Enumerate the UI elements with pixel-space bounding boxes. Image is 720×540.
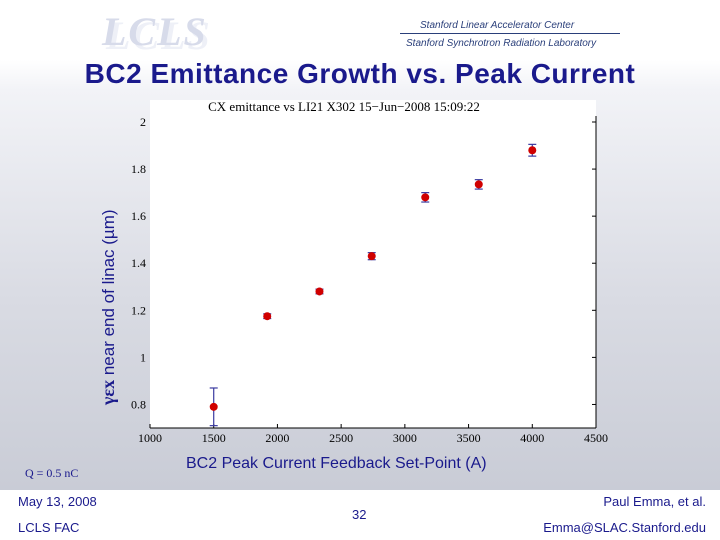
data-marker bbox=[474, 180, 483, 189]
chart-axes: 1000 1500 2000 2500 3000 3500 4000 4500 0.8 1 1.2 1… bbox=[131, 115, 608, 445]
x-tick-label: 3000 bbox=[393, 431, 417, 445]
data-marker bbox=[421, 193, 430, 202]
data-marker bbox=[263, 312, 272, 321]
org-line-1: Stanford Linear Accelerator Center bbox=[420, 20, 575, 31]
page-number: 32 bbox=[352, 507, 367, 522]
y-tick-label: 1.6 bbox=[131, 209, 146, 223]
data-marker bbox=[315, 287, 324, 296]
data-point bbox=[263, 312, 272, 321]
x-tick-label: 3500 bbox=[457, 431, 481, 445]
org-line-2: Stanford Synchrotron Radiation Laborator… bbox=[406, 38, 597, 49]
data-point bbox=[421, 192, 430, 203]
chart-marks bbox=[209, 143, 537, 427]
footer-date: May 13, 2008 bbox=[18, 494, 97, 509]
y-tick-label: 1.8 bbox=[131, 162, 146, 176]
data-marker bbox=[528, 146, 537, 155]
x-tick-label: 1000 bbox=[138, 431, 162, 445]
y-axis-label: γεx near end of linac (µm) bbox=[98, 105, 119, 405]
y-axis-text: near end of linac (µm) bbox=[99, 209, 118, 380]
logo-shadow: LCLS bbox=[106, 13, 212, 58]
data-marker bbox=[367, 252, 376, 261]
y-tick-label: 1.4 bbox=[131, 256, 146, 270]
footer-author: Paul Emma, et al. bbox=[603, 494, 706, 509]
x-tick-label: 1500 bbox=[202, 431, 226, 445]
charge-note: Q = 0.5 nC bbox=[25, 466, 79, 480]
x-tick-label: 2500 bbox=[329, 431, 353, 445]
footer-email: Emma@SLAC.Stanford.edu bbox=[543, 520, 706, 535]
org-divider bbox=[400, 33, 620, 34]
slide-title: BC2 Emittance Growth vs. Peak Current bbox=[84, 58, 636, 89]
y-axis-symbol: γεx bbox=[98, 379, 118, 405]
data-point bbox=[315, 287, 324, 296]
x-tick-label: 4000 bbox=[520, 431, 544, 445]
data-point bbox=[367, 252, 376, 261]
footer-facility: LCLS FAC bbox=[18, 520, 80, 535]
y-tick-label: 1.2 bbox=[131, 303, 146, 317]
y-tick-label: 0.8 bbox=[131, 397, 146, 411]
x-tick-label: 2000 bbox=[265, 431, 289, 445]
y-tick-label: 1 bbox=[140, 350, 146, 364]
header-band bbox=[0, 0, 720, 58]
x-axis-label: BC2 Peak Current Feedback Set-Point (A) bbox=[186, 455, 487, 472]
data-point bbox=[209, 387, 218, 427]
chart-title: CX emittance vs LI21 X302 15−Jun−2008 15… bbox=[208, 99, 480, 114]
data-point bbox=[474, 179, 483, 190]
y-tick-label: 2 bbox=[140, 115, 146, 129]
data-point bbox=[528, 143, 537, 157]
plot-area bbox=[150, 100, 596, 428]
x-tick-label: 4500 bbox=[584, 431, 608, 445]
lcls-logo: LCLS bbox=[102, 9, 208, 54]
data-marker bbox=[209, 402, 218, 411]
